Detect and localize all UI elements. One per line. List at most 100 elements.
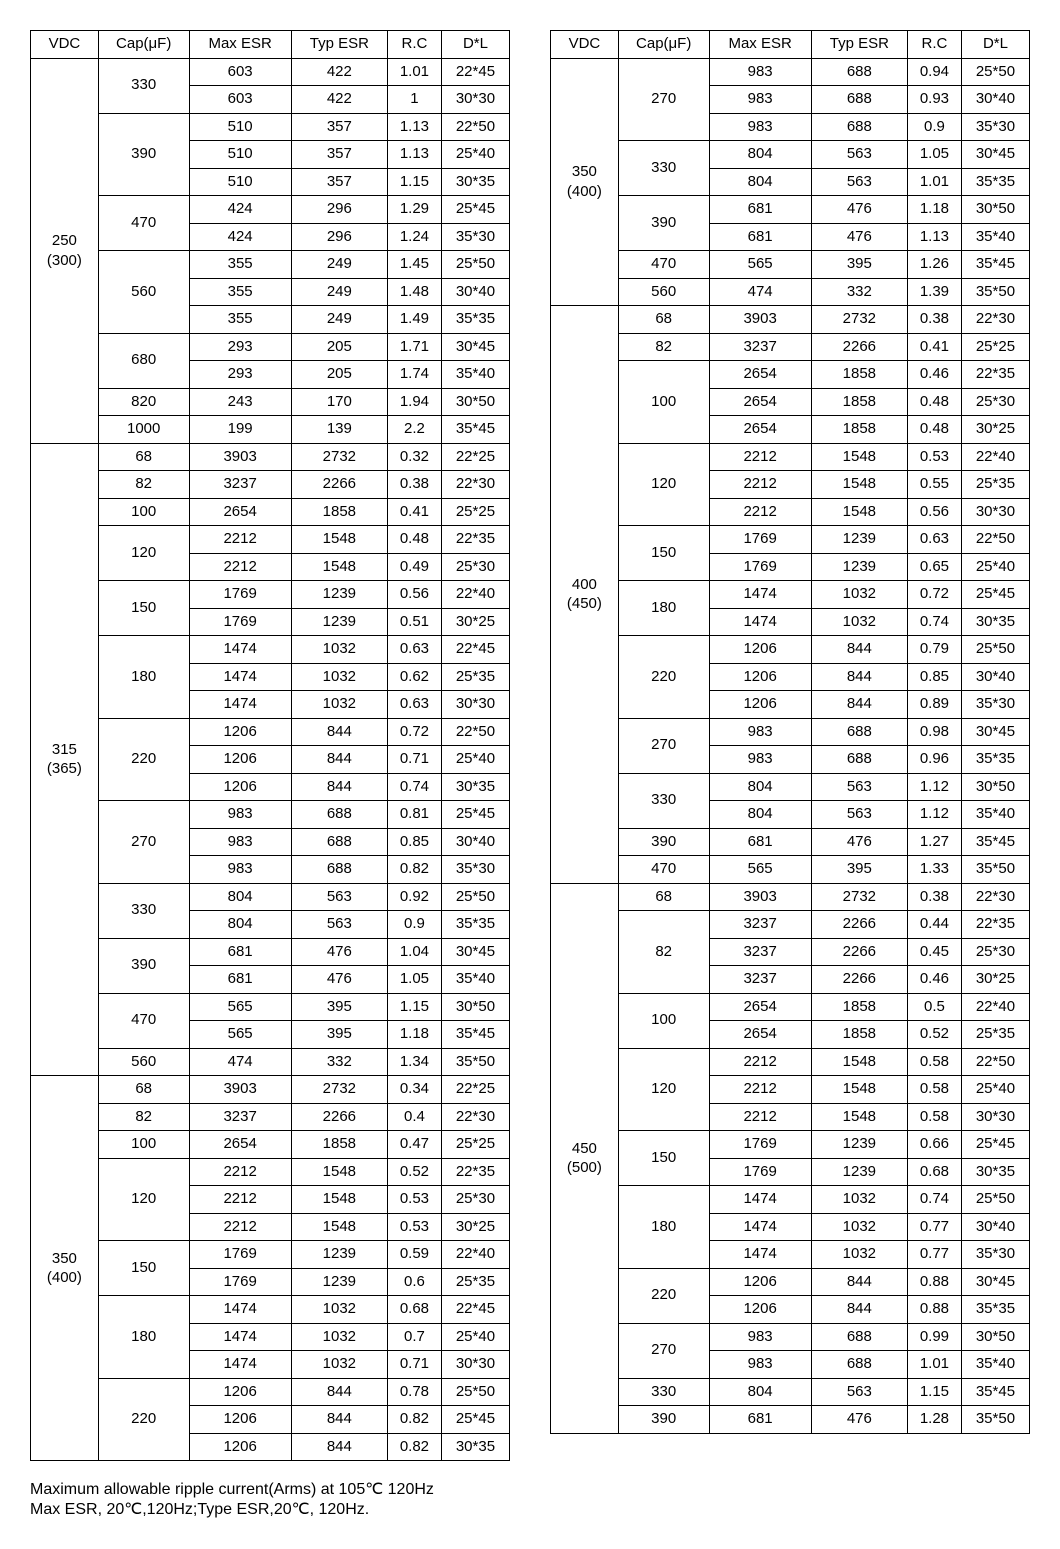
data-cell: 0.85 xyxy=(907,663,961,691)
cap-cell: 560 xyxy=(618,278,709,306)
data-cell: 1.28 xyxy=(907,1406,961,1434)
data-cell: 30*45 xyxy=(441,333,509,361)
col-header: Max ESR xyxy=(189,31,291,59)
data-cell: 35*50 xyxy=(441,1048,509,1076)
data-cell: 22*40 xyxy=(441,581,509,609)
data-cell: 0.96 xyxy=(907,746,961,774)
data-cell: 35*30 xyxy=(961,1241,1029,1269)
data-cell: 1206 xyxy=(189,746,291,774)
data-cell: 30*40 xyxy=(961,663,1029,691)
table-row: 82323722660.4125*25 xyxy=(551,333,1030,361)
data-cell: 1206 xyxy=(189,1433,291,1461)
table-row: 150176912390.6625*45 xyxy=(551,1131,1030,1159)
data-cell: 1474 xyxy=(189,636,291,664)
data-cell: 0.63 xyxy=(387,636,441,664)
cap-cell: 330 xyxy=(98,883,189,938)
data-cell: 0.71 xyxy=(387,746,441,774)
data-cell: 1032 xyxy=(811,608,907,636)
data-cell: 0.4 xyxy=(387,1103,441,1131)
data-cell: 0.38 xyxy=(387,471,441,499)
table-row: 3906814761.1830*50 xyxy=(551,196,1030,224)
data-cell: 30*30 xyxy=(961,1103,1029,1131)
data-cell: 510 xyxy=(189,168,291,196)
data-cell: 1769 xyxy=(709,553,811,581)
data-cell: 1474 xyxy=(709,1241,811,1269)
data-cell: 1.39 xyxy=(907,278,961,306)
data-cell: 25*30 xyxy=(961,388,1029,416)
cap-cell: 330 xyxy=(98,58,189,113)
data-cell: 35*35 xyxy=(961,746,1029,774)
data-cell: 1032 xyxy=(811,1186,907,1214)
data-cell: 2212 xyxy=(189,1213,291,1241)
data-cell: 1474 xyxy=(189,663,291,691)
data-cell: 30*40 xyxy=(961,1213,1029,1241)
data-cell: 844 xyxy=(811,636,907,664)
data-cell: 0.99 xyxy=(907,1323,961,1351)
cap-cell: 470 xyxy=(618,251,709,279)
cap-cell: 270 xyxy=(618,1323,709,1378)
data-cell: 22*40 xyxy=(961,443,1029,471)
data-cell: 0.55 xyxy=(907,471,961,499)
data-cell: 25*35 xyxy=(961,471,1029,499)
data-cell: 2266 xyxy=(291,471,387,499)
data-cell: 565 xyxy=(709,856,811,884)
cap-cell: 150 xyxy=(98,581,189,636)
data-cell: 476 xyxy=(811,828,907,856)
table-row: 120221215480.5822*50 xyxy=(551,1048,1030,1076)
data-cell: 0.48 xyxy=(907,388,961,416)
data-cell: 2732 xyxy=(811,883,907,911)
data-cell: 0.32 xyxy=(387,443,441,471)
data-cell: 25*50 xyxy=(961,1186,1029,1214)
data-cell: 30*50 xyxy=(441,388,509,416)
data-cell: 1032 xyxy=(291,636,387,664)
data-cell: 1.18 xyxy=(387,1021,441,1049)
data-cell: 0.51 xyxy=(387,608,441,636)
data-cell: 2212 xyxy=(189,526,291,554)
data-cell: 1.05 xyxy=(907,141,961,169)
data-cell: 0.58 xyxy=(907,1048,961,1076)
data-cell: 2654 xyxy=(189,498,291,526)
data-cell: 3237 xyxy=(709,333,811,361)
data-cell: 25*50 xyxy=(441,883,509,911)
data-cell: 293 xyxy=(189,361,291,389)
col-header: Typ ESR xyxy=(811,31,907,59)
data-cell: 1239 xyxy=(811,553,907,581)
table-row: 3905103571.1322*50 xyxy=(31,113,510,141)
data-cell: 1474 xyxy=(709,581,811,609)
data-cell: 355 xyxy=(189,306,291,334)
data-cell: 2266 xyxy=(811,966,907,994)
data-cell: 510 xyxy=(189,141,291,169)
data-cell: 1239 xyxy=(291,1241,387,1269)
data-cell: 139 xyxy=(291,416,387,444)
data-cell: 0.6 xyxy=(387,1268,441,1296)
data-cell: 565 xyxy=(709,251,811,279)
data-cell: 25*50 xyxy=(441,1378,509,1406)
data-cell: 25*35 xyxy=(441,1268,509,1296)
data-cell: 199 xyxy=(189,416,291,444)
table-row: 180147410320.6322*45 xyxy=(31,636,510,664)
data-cell: 22*35 xyxy=(961,911,1029,939)
data-cell: 357 xyxy=(291,141,387,169)
data-cell: 1032 xyxy=(291,691,387,719)
spec-table-right: VDCCap(μF)Max ESRTyp ESRR.CD*L350(400)27… xyxy=(550,30,1030,1434)
data-cell: 1474 xyxy=(709,1186,811,1214)
cap-cell: 220 xyxy=(98,718,189,801)
data-cell: 30*30 xyxy=(441,691,509,719)
data-cell: 355 xyxy=(189,278,291,306)
data-cell: 30*25 xyxy=(961,966,1029,994)
cap-cell: 270 xyxy=(98,801,189,884)
data-cell: 0.94 xyxy=(907,58,961,86)
data-cell: 35*35 xyxy=(961,168,1029,196)
data-cell: 30*30 xyxy=(441,1351,509,1379)
data-cell: 2266 xyxy=(291,1103,387,1131)
data-cell: 25*30 xyxy=(441,553,509,581)
data-cell: 30*50 xyxy=(441,993,509,1021)
data-cell: 563 xyxy=(811,141,907,169)
data-cell: 0.89 xyxy=(907,691,961,719)
data-cell: 2266 xyxy=(811,333,907,361)
data-cell: 25*50 xyxy=(961,636,1029,664)
data-cell: 0.7 xyxy=(387,1323,441,1351)
data-cell: 25*40 xyxy=(441,141,509,169)
data-cell: 35*35 xyxy=(441,306,509,334)
cap-cell: 100 xyxy=(618,361,709,444)
